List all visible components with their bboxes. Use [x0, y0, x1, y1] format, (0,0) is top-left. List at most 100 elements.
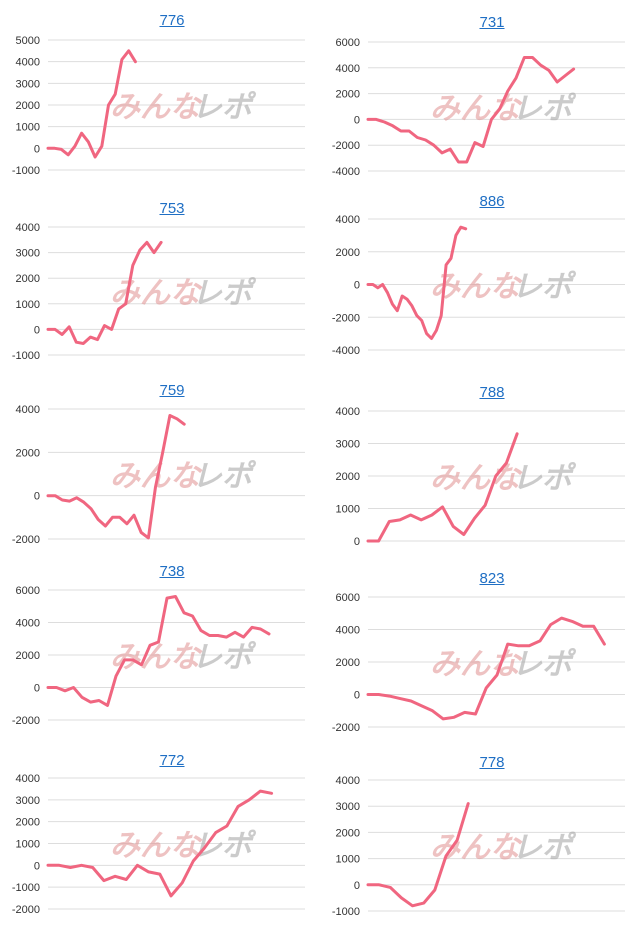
series-line — [366, 225, 468, 340]
y-tick-label: 2000 — [336, 247, 360, 259]
chart-panel: 778 4000 3000 2000 1000 0 -1000 みんな レポ — [320, 0, 640, 931]
y-tick-label: 4000 — [16, 773, 40, 785]
y-tick-label: 1000 — [16, 839, 40, 851]
y-tick-label: -2000 — [332, 140, 360, 152]
chart-title-link[interactable]: 776 — [159, 12, 185, 29]
watermark-text-pink: みんな — [430, 92, 523, 127]
y-tick-label: 2000 — [336, 827, 360, 839]
y-tick-label: 3000 — [336, 801, 360, 813]
y-tick-label: -2000 — [332, 722, 360, 734]
y-tick-label: 4000 — [336, 775, 360, 787]
y-tick-label: 0 — [354, 114, 360, 126]
chart-title-link[interactable]: 772 — [159, 752, 185, 769]
chart-title-link[interactable]: 731 — [479, 14, 505, 31]
chart-title-link[interactable]: 738 — [159, 563, 185, 580]
chart-title-link[interactable]: 788 — [479, 384, 505, 401]
y-tick-label: 4000 — [336, 406, 360, 418]
y-tick-label: 0 — [354, 880, 360, 892]
chart-panel: 772 4000 3000 2000 1000 0 -1000 -2000 みんな レポ — [12, 752, 305, 916]
watermark-text-pink: みんな — [110, 829, 203, 864]
y-tick-label: 1000 — [336, 504, 360, 516]
chart-title-link[interactable]: 886 — [479, 193, 505, 210]
watermark-text-gray: レポ — [512, 831, 577, 866]
y-tick-label: 4000 — [336, 63, 360, 75]
y-tick-label: 6000 — [16, 585, 40, 597]
y-tick-label: 0 — [34, 324, 40, 336]
y-tick-label: 4000 — [336, 214, 360, 226]
watermark-text-gray: レポ — [192, 459, 257, 494]
y-tick-label: 0 — [34, 860, 40, 872]
y-tick-label: -4000 — [332, 345, 360, 357]
y-tick-label: 5000 — [16, 35, 40, 47]
y-tick-label: -1000 — [12, 165, 40, 177]
chart-panel: 759 4000 2000 0 -2000 みんな レポ — [12, 382, 305, 546]
watermark-text-gray: レポ — [192, 640, 257, 675]
y-tick-label: 0 — [34, 491, 40, 503]
watermark-text-pink: みんな — [430, 647, 523, 682]
chart-panel: 753 4000 3000 2000 1000 0 -1000 みんな レポ — [12, 200, 305, 362]
y-tick-label: 2000 — [16, 817, 40, 829]
y-tick-label: 3000 — [16, 795, 40, 807]
chart-title-link[interactable]: 823 — [479, 570, 505, 587]
series-line — [366, 56, 576, 164]
y-tick-label: 3000 — [16, 248, 40, 260]
y-tick-label: 4000 — [16, 222, 40, 234]
y-tick-label: 0 — [34, 683, 40, 695]
y-tick-label: -2000 — [332, 312, 360, 324]
y-tick-label: 4000 — [16, 618, 40, 630]
y-tick-label: 3000 — [16, 78, 40, 90]
watermark-text-pink: みんな — [110, 90, 203, 125]
y-tick-label: 1000 — [16, 299, 40, 311]
series-line — [46, 49, 137, 159]
y-tick-label: -1000 — [332, 906, 360, 918]
series-line — [366, 616, 606, 721]
y-tick-label: 2000 — [16, 273, 40, 285]
chart-panel: 788 4000 3000 2000 1000 0 みんな レポ — [320, 0, 640, 931]
watermark-text-gray: レポ — [512, 92, 577, 127]
series-line — [46, 789, 274, 898]
y-tick-label: -4000 — [332, 166, 360, 178]
y-tick-label: 4000 — [336, 625, 360, 637]
watermark-text-gray: レポ — [512, 270, 577, 305]
watermark-text-gray: レポ — [192, 276, 257, 311]
series-line — [366, 802, 470, 908]
chart-panel: 823 6000 4000 2000 0 -2000 みんな レポ — [320, 0, 640, 931]
y-tick-label: 4000 — [16, 57, 40, 69]
y-tick-label: -1000 — [12, 350, 40, 362]
y-tick-label: 1000 — [16, 122, 40, 134]
y-tick-label: 2000 — [336, 657, 360, 669]
chart-panel: 886 4000 2000 0 -2000 -4000 みんな レポ — [320, 0, 640, 931]
watermark-text-gray: レポ — [192, 829, 257, 864]
series-line — [46, 414, 186, 540]
y-tick-label: 0 — [354, 280, 360, 292]
chart-title-link[interactable]: 778 — [479, 754, 505, 771]
chart-title-link[interactable]: 753 — [159, 200, 185, 217]
y-tick-label: 4000 — [16, 404, 40, 416]
y-tick-label: 2000 — [336, 471, 360, 483]
watermark-text-pink: みんな — [430, 461, 523, 496]
y-tick-label: -2000 — [12, 715, 40, 727]
y-tick-label: -2000 — [12, 534, 40, 546]
chart-panel: 731 6000 4000 2000 0 -2000 -4000 みんな レポ — [320, 0, 640, 931]
watermark-text-gray: レポ — [512, 647, 577, 682]
watermark-text-pink: みんな — [110, 640, 203, 675]
chart-panel: 738 6000 4000 2000 0 -2000 みんな レポ — [12, 563, 305, 727]
chart-title-link[interactable]: 759 — [159, 382, 185, 399]
